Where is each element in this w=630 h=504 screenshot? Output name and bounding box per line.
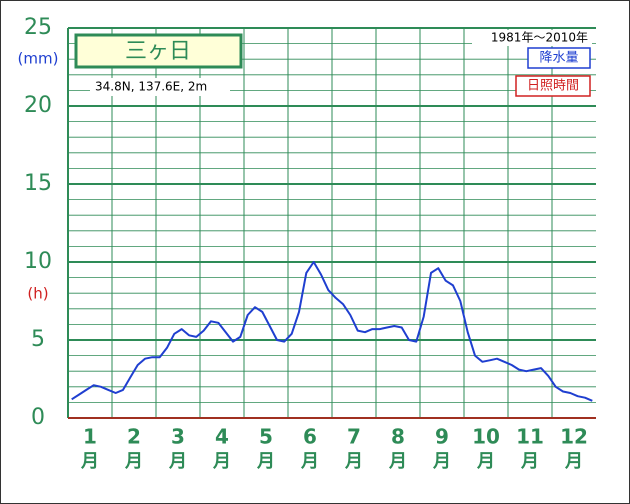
y-unit: (mm) [18, 50, 59, 68]
legend-box [527, 47, 591, 69]
x-unit: 月 [564, 451, 583, 472]
x-tick-label: 4 [215, 425, 229, 449]
x-tick-label: 3 [171, 425, 185, 449]
x-unit: 月 [212, 451, 231, 472]
y-tick-label: 15 [24, 171, 52, 196]
x-tick-label: 2 [127, 425, 141, 449]
x-tick-label: 1 [83, 425, 97, 449]
title-box [74, 33, 243, 69]
x-unit: 月 [80, 451, 99, 472]
x-tick-label: 12 [560, 425, 588, 449]
x-unit: 月 [124, 451, 143, 472]
x-tick-label: 6 [303, 425, 317, 449]
x-unit: 月 [300, 451, 319, 472]
x-unit: 月 [476, 451, 495, 472]
period: 1981年〜2010年 [491, 31, 588, 45]
legend-label: 日照時間 [527, 79, 579, 94]
legend-box [515, 75, 591, 97]
x-tick-label: 5 [259, 425, 273, 449]
x-unit: 月 [344, 451, 363, 472]
y-tick-label: 25 [24, 15, 52, 40]
x-unit: 月 [388, 451, 407, 472]
x-tick-label: 9 [435, 425, 449, 449]
subtitle: 34.8N, 137.6E, 2m [95, 80, 207, 94]
y-unit-2: (h) [27, 285, 48, 303]
y-tick-label: 20 [24, 93, 52, 118]
x-unit: 月 [432, 451, 451, 472]
subtitle-bg [90, 78, 230, 96]
x-unit: 月 [520, 451, 539, 472]
x-tick-label: 10 [472, 425, 500, 449]
x-tick-label: 11 [516, 425, 544, 449]
x-tick-label: 8 [391, 425, 405, 449]
x-unit: 月 [168, 451, 187, 472]
x-tick-label: 7 [347, 425, 361, 449]
legend-label: 降水量 [539, 51, 578, 66]
y-tick-label: 5 [31, 327, 45, 352]
y-tick-label: 0 [31, 405, 45, 430]
x-unit: 月 [256, 451, 275, 472]
series-line [71, 261, 593, 402]
y-tick-label: 10 [24, 249, 52, 274]
chart-title: 三ヶ日 [125, 39, 191, 64]
period-bg [472, 30, 592, 46]
